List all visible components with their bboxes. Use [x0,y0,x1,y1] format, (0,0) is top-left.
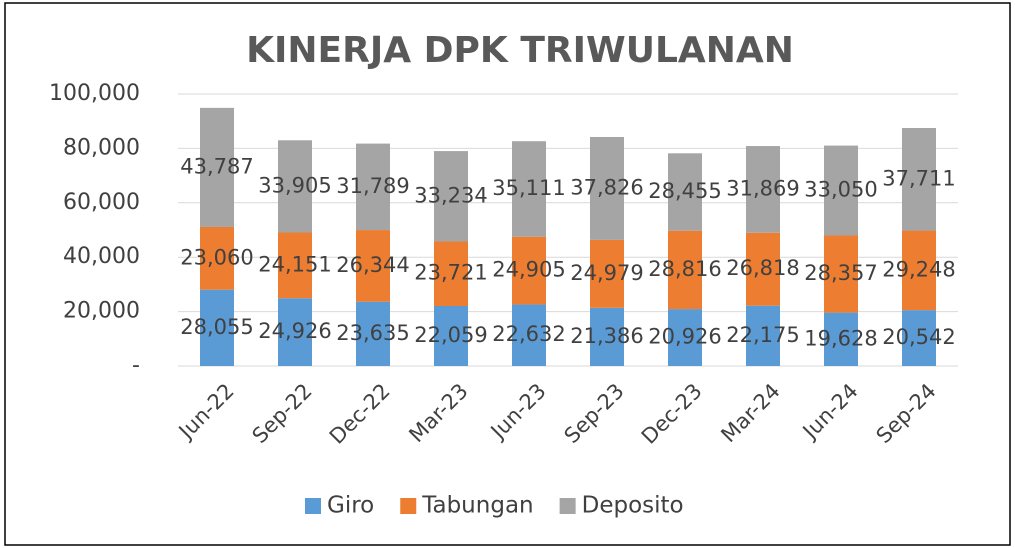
bar-segment [278,140,312,233]
chart-title: KINERJA DPK TRIWULANAN [246,30,794,71]
value-label: 24,151 [258,252,331,276]
value-label: 35,111 [492,176,565,200]
bar-segment [356,230,390,302]
value-label: 20,542 [882,325,955,349]
bar-segment [746,305,780,366]
bar-segment [902,127,936,231]
bar-segment [746,146,780,233]
value-label: 21,386 [570,324,643,348]
bar-segment [356,143,390,231]
bar-segment [824,312,858,366]
bar-segment [200,107,234,227]
y-tick-label: - [132,353,140,378]
value-label: 29,248 [882,257,955,281]
value-label: 26,818 [726,256,799,280]
legend-swatch [559,498,576,514]
value-label: 33,050 [804,178,877,202]
bar-segment [902,310,936,366]
legend-label: Tabungan [421,493,533,519]
value-label: 43,787 [180,154,253,178]
legend-label: Deposito [582,493,684,519]
value-label: 28,055 [180,315,253,339]
value-label: 33,905 [258,173,331,197]
legend-swatch [305,498,321,514]
value-label: 24,979 [570,261,643,285]
bar-segment [824,145,858,236]
value-label: 31,869 [726,176,799,200]
bar-segment [434,305,468,366]
value-label: 28,816 [648,257,721,281]
value-label: 37,711 [882,166,955,190]
value-label: 33,234 [414,183,487,207]
value-label: 24,905 [492,258,565,282]
bar-segment [668,153,702,231]
value-label: 22,059 [414,323,487,347]
value-label: 28,455 [648,179,721,203]
bar-segment [512,304,546,366]
y-tick-label: 60,000 [63,190,140,215]
bar-segment [512,141,546,237]
bar-segment [356,301,390,366]
value-label: 24,926 [258,319,331,343]
bar-segment [590,307,624,366]
bar-segment [902,230,936,311]
bar-segment [590,137,624,240]
value-label: 26,344 [336,253,409,277]
value-label: 37,826 [570,175,643,199]
bar-segment [668,230,702,310]
bar-segment [668,309,702,366]
value-label: 23,060 [180,245,253,269]
value-label: 22,175 [726,323,799,347]
legend-swatch [400,498,417,514]
value-label: 31,789 [336,174,409,198]
bar-segment [590,239,624,308]
bar-segment [434,151,468,242]
y-tick-label: 20,000 [63,299,140,324]
bar-segment [200,226,234,290]
value-label: 28,357 [804,261,877,285]
bar-segment [824,235,858,313]
value-label: 23,721 [414,261,487,285]
bar-segment [278,298,312,366]
legend-label: Giro [327,493,374,519]
y-tick-label: 100,000 [49,81,140,106]
value-label: 19,628 [804,326,877,350]
value-label: 20,926 [648,325,721,349]
bar-segment [434,241,468,306]
bar-segment [746,232,780,306]
value-label: 22,632 [492,322,565,346]
y-tick-label: 80,000 [63,135,140,160]
value-label: 23,635 [336,321,409,345]
bar-segment [512,236,546,305]
bar-segment [200,289,234,366]
y-tick-label: 40,000 [63,244,140,269]
bar-segment [278,232,312,299]
